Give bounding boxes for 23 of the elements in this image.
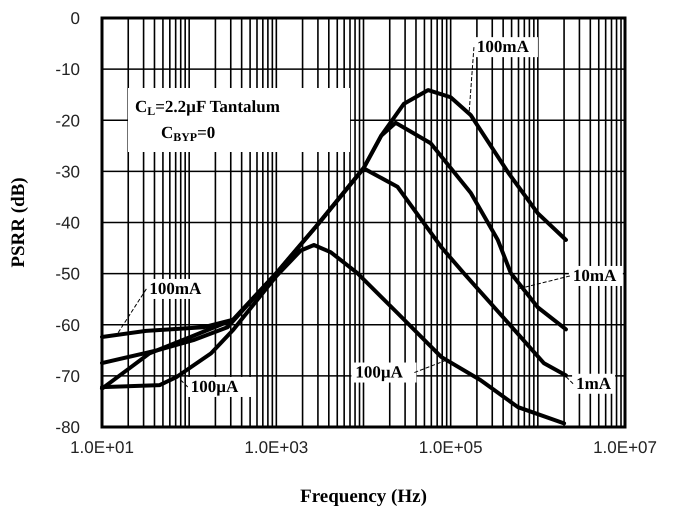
y-tick-label: 0 [70, 9, 80, 28]
y-tick-label: -60 [55, 316, 80, 335]
y-tick-label: -10 [55, 60, 80, 80]
y-tick-label: -80 [55, 418, 80, 437]
annotation: 100mA [476, 37, 530, 56]
x-tick-label: 1.0E+01 [70, 438, 134, 457]
x-axis-title: Frequency (Hz) [300, 486, 427, 507]
annotation: 100µA [190, 376, 240, 396]
annotation: 10mA [572, 266, 618, 285]
y-tick-label: -30 [55, 162, 80, 182]
annotation: C$_{BYP}$=0 [161, 123, 216, 144]
y-axis-title: PSRR (dB) [8, 177, 29, 268]
annotation: 1mA [576, 374, 612, 393]
annotation: 100µA [355, 362, 404, 382]
y-tick-label: -50 [55, 264, 80, 284]
x-tick-label: 1.0E+07 [593, 438, 657, 457]
y-tick-label: -20 [55, 111, 80, 130]
y-tick-label: -40 [55, 214, 80, 232]
annotation: 100mA [149, 278, 202, 298]
x-tick-label: 1.0E+03 [244, 438, 308, 457]
y-tick-label: -70 [55, 366, 80, 386]
annotation: C$_{L}$=2.2µF Tantalum [135, 97, 280, 118]
x-tick-label: 1.0E+05 [418, 438, 483, 457]
